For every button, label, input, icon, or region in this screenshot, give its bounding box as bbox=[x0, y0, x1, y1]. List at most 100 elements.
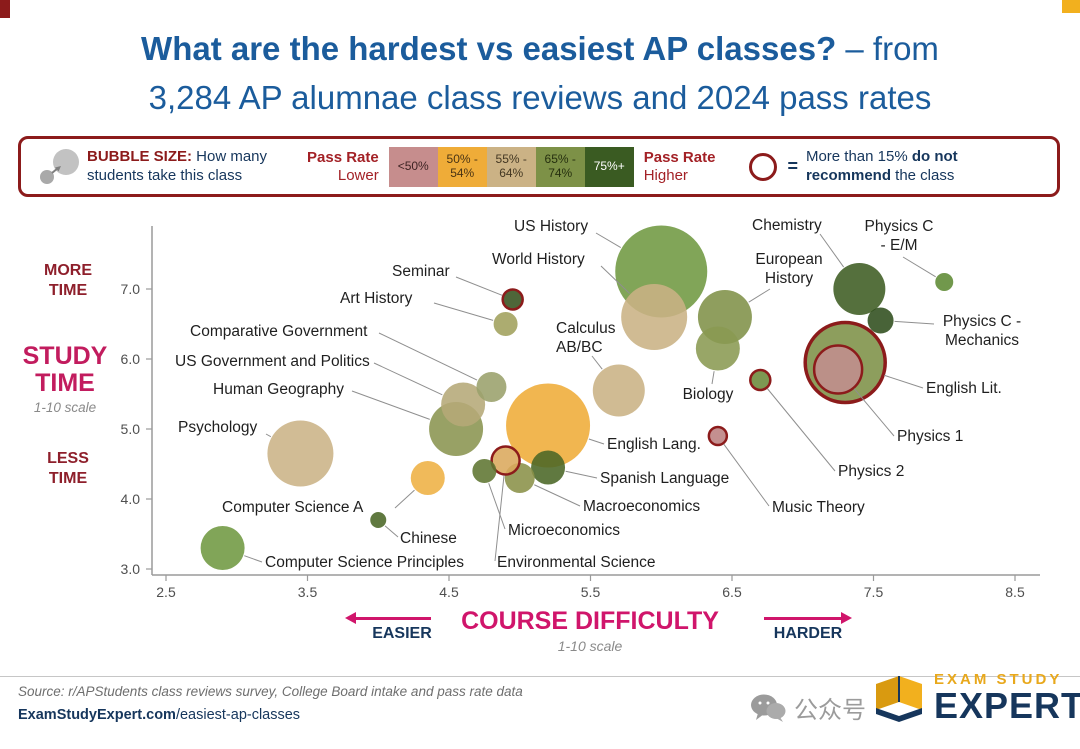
bubble-us-government-and-politics bbox=[441, 382, 486, 427]
bubble-label: Physics 1 bbox=[897, 428, 963, 445]
y-axis-less-time-label: LESS TIME bbox=[47, 450, 89, 487]
leader-line bbox=[488, 483, 506, 530]
open-book-logo-icon bbox=[876, 676, 922, 722]
exam-study-expert-logo: EXAM STUDY EXPERT bbox=[872, 666, 1080, 728]
bubble-label: Physics 2 bbox=[838, 463, 904, 480]
y-axis-scale-note: 1-10 scale bbox=[33, 400, 97, 415]
leader-line bbox=[600, 265, 630, 294]
leader-line bbox=[853, 388, 895, 437]
x-tick-label: 7.5 bbox=[864, 584, 884, 600]
pass-band: 50% - 54% bbox=[437, 146, 487, 187]
title-dash: – from bbox=[836, 30, 939, 67]
bubble-labels: US History World History Seminar Art Histor… bbox=[175, 217, 1021, 571]
easier-arrow bbox=[345, 612, 431, 624]
bubble-label: Calculus bbox=[556, 320, 616, 337]
leader-line bbox=[748, 288, 771, 303]
bubble-psychology bbox=[267, 420, 334, 487]
not-recommended-ring-icon bbox=[749, 152, 778, 181]
pass-band: 75%+ bbox=[584, 146, 634, 187]
bubble-label: Physics C bbox=[865, 218, 934, 235]
bubble-english-lang- bbox=[506, 383, 591, 468]
pass-band: <50% bbox=[388, 146, 438, 187]
bubble-label: Computer Science Principles bbox=[265, 554, 464, 571]
leader-line bbox=[902, 256, 936, 278]
bubble-label: US Government and Politics bbox=[175, 353, 370, 370]
title-line-1: What are the hardest vs easiest AP class… bbox=[0, 24, 1080, 73]
harder-label: HARDER bbox=[773, 625, 843, 642]
bubble-label: Microeconomics bbox=[508, 522, 620, 539]
leader-lines bbox=[244, 232, 936, 563]
x-tick-label: 3.5 bbox=[298, 584, 318, 600]
bubble-label: Music Theory bbox=[772, 499, 865, 516]
logo-main-line: EXPERT bbox=[934, 684, 1080, 726]
leader-line bbox=[711, 371, 715, 385]
y-tick-label: 4.0 bbox=[121, 491, 141, 507]
wechat-icon bbox=[751, 694, 786, 722]
y-tick-label: 7.0 bbox=[121, 281, 141, 297]
y-axis-more-time-label: MORE TIME bbox=[44, 262, 92, 299]
bubble-label: Chemistry bbox=[752, 217, 822, 234]
leader-line bbox=[591, 355, 603, 370]
bubble-comparative-government bbox=[476, 372, 507, 402]
bubble-label: European bbox=[755, 251, 822, 268]
bubble-label: Psychology bbox=[178, 419, 258, 436]
bubble-label: World History bbox=[492, 251, 585, 268]
pass-band: 55% - 64% bbox=[486, 146, 536, 187]
bubble-microeconomics bbox=[472, 459, 497, 483]
leader-line bbox=[565, 470, 598, 479]
pass-rate-lower-label: Pass Rate Lower bbox=[307, 148, 379, 184]
bubble-seminar bbox=[501, 288, 524, 311]
x-tick-label: 5.5 bbox=[581, 584, 601, 600]
bubble-art-history bbox=[493, 312, 518, 336]
bubble-world-history bbox=[621, 284, 688, 350]
bubble-label: History bbox=[765, 270, 813, 287]
bubble-label: English Lit. bbox=[926, 380, 1002, 397]
leader-line bbox=[723, 443, 770, 507]
footer-divider bbox=[0, 676, 1080, 677]
bubble-music-theory bbox=[707, 425, 729, 447]
site-url: ExamStudyExpert.com/easiest-ap-classes bbox=[18, 707, 301, 723]
x-tick-label: 8.5 bbox=[1005, 584, 1025, 600]
bubble-label: Art History bbox=[340, 290, 413, 307]
leader-line bbox=[766, 388, 836, 472]
bubble-computer-science-principles bbox=[200, 526, 245, 570]
bubble-label: Mechanics bbox=[945, 332, 1019, 349]
corner-accent-right bbox=[1062, 0, 1080, 13]
bubble-physics-1 bbox=[812, 344, 864, 395]
leader-line bbox=[384, 525, 399, 538]
leader-line bbox=[373, 362, 443, 396]
corner-accent-left bbox=[0, 0, 10, 18]
leader-line bbox=[455, 276, 503, 296]
bubble-size-label: BUBBLE SIZE: bbox=[87, 147, 192, 165]
leader-line bbox=[894, 320, 935, 325]
y-tick-label: 5.0 bbox=[121, 421, 141, 437]
bubble-chemistry bbox=[833, 263, 886, 315]
title-line-2: 3,284 AP alumnae class reviews and 2024 … bbox=[148, 79, 932, 116]
y-tick-label: 3.0 bbox=[121, 561, 141, 577]
bubble-physics-2 bbox=[749, 368, 772, 392]
y-axis-title: STUDY TIME bbox=[22, 342, 108, 397]
wechat-watermark: 公众号 bbox=[750, 690, 866, 725]
leader-line bbox=[819, 233, 845, 268]
bubble-label: - E/M bbox=[880, 237, 917, 254]
bubble-label: Macroeconomics bbox=[583, 498, 700, 515]
bubble-label: English Lang. bbox=[607, 436, 701, 453]
bubble-label: US History bbox=[514, 218, 588, 235]
leader-line bbox=[244, 555, 263, 563]
axes: 3.0 4.0 5.0 6.0 7.0 2.5 3.5 4.5 5.5 6.5 7.5 8.5 bbox=[121, 226, 1040, 600]
leader-line bbox=[595, 232, 622, 249]
bubble-label: AB/BC bbox=[556, 339, 603, 356]
leader-line bbox=[534, 484, 581, 507]
easier-label: EASIER bbox=[372, 625, 432, 642]
bubble-environmental-science bbox=[490, 445, 521, 476]
bubble-physics-c-mechanics bbox=[867, 307, 894, 334]
bubble-computer-science-a bbox=[410, 461, 445, 495]
y-tick-label: 6.0 bbox=[121, 351, 141, 367]
page-title: What are the hardest vs easiest AP class… bbox=[0, 24, 1080, 122]
bubbles bbox=[200, 225, 954, 570]
equals-sign: = bbox=[787, 156, 798, 176]
bubble-spanish-language bbox=[531, 450, 566, 485]
logo-text: EXAM STUDY EXPERT bbox=[934, 671, 1080, 726]
bubble-size-desc: How many students take this class bbox=[87, 147, 268, 184]
title-main: What are the hardest vs easiest AP class… bbox=[141, 30, 837, 67]
